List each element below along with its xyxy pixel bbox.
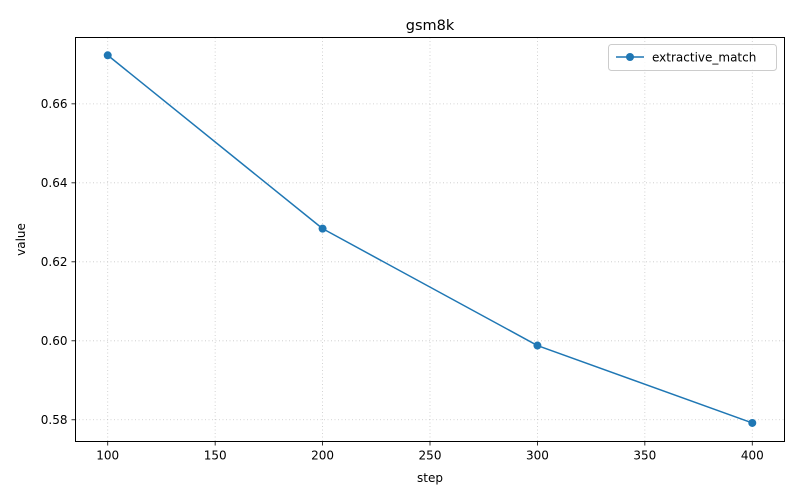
- y-axis-label: value: [14, 223, 28, 256]
- y-tick-label: 0.60: [41, 334, 68, 348]
- x-tick-label: 400: [741, 449, 764, 463]
- data-point-marker: [533, 341, 542, 350]
- data-point-marker: [318, 224, 327, 233]
- x-tick-label: 100: [96, 449, 119, 463]
- chart-title: gsm8k: [406, 18, 455, 34]
- y-tick-label: 0.66: [41, 97, 68, 111]
- x-tick-label: 250: [419, 449, 442, 463]
- y-tick-label: 0.64: [41, 176, 68, 190]
- legend-box: [608, 44, 777, 71]
- x-tick-label: 350: [633, 449, 656, 463]
- legend-label: extractive_match: [652, 51, 756, 65]
- series-layer: [103, 51, 757, 427]
- x-axis-label: step: [417, 471, 443, 485]
- legend-marker-swatch: [626, 53, 634, 61]
- series-line: [107, 54, 753, 424]
- grid-layer: [75, 37, 785, 442]
- data-point-marker: [748, 418, 757, 427]
- data-point-marker: [103, 51, 112, 60]
- tick-layer: 100 150 200 250 300 350 400 0.58 0.60 0.62 0.64 0.6…: [41, 97, 764, 462]
- y-tick-label: 0.62: [41, 255, 68, 269]
- x-tick-label: 200: [311, 449, 334, 463]
- x-tick-label: 150: [204, 449, 227, 463]
- y-tick-label: 0.58: [41, 413, 68, 427]
- legend: extractive_match: [608, 44, 777, 71]
- x-tick-label: 300: [526, 449, 549, 463]
